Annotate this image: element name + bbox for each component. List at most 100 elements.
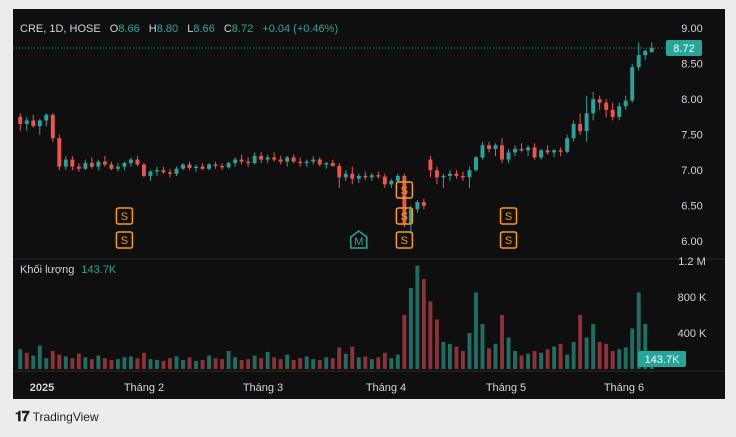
volume-bar [24, 352, 29, 369]
price-tick-label: 7.00 [681, 165, 702, 177]
volume-label[interactable]: Khối lượng [20, 264, 75, 276]
volume-bar [115, 359, 120, 369]
chart-canvas[interactable]: 9.00 8.50 8.00 7.50 7.00 6.50 6.00 1.2 M 800 K 40… [13, 9, 725, 399]
chart-panel[interactable]: 9.00 8.50 8.00 7.50 7.00 6.50 6.00 1.2 M 800 K 40… [13, 9, 725, 399]
open-value: 8.66 [118, 23, 140, 35]
candle-body [402, 175, 407, 224]
candle-body [434, 170, 439, 178]
candle-body [506, 152, 511, 160]
volume-bar [337, 347, 342, 369]
symbol-label[interactable]: CRE, 1D, HOSE [20, 23, 101, 35]
volume-bar [187, 357, 192, 369]
volume-bar [272, 357, 277, 369]
volume-bar [37, 345, 42, 369]
candle-body [395, 175, 400, 181]
volume-bar [604, 343, 609, 369]
volume-bar [643, 324, 648, 369]
volume-bar [402, 315, 407, 369]
candle-body [519, 148, 524, 151]
s-marker: S [401, 185, 408, 197]
candle-body [552, 150, 557, 153]
candle-body [304, 161, 309, 164]
s-marker-box [395, 207, 414, 225]
candle-body [454, 173, 459, 176]
volume-bar [467, 333, 472, 369]
candle-body [317, 159, 322, 165]
candle-body [447, 173, 452, 176]
candle-body [200, 166, 205, 169]
volume-bar [630, 328, 635, 369]
volume-bar [500, 315, 504, 369]
volume-bar [304, 356, 309, 369]
time-axis-label: Tháng 6 [604, 382, 644, 394]
candle-body [408, 209, 413, 224]
candle-body [363, 175, 368, 178]
candle-body [233, 159, 238, 164]
volume-bar [506, 337, 511, 369]
s-marker-box [115, 207, 134, 225]
candle-body [259, 155, 264, 160]
volume-bar [428, 301, 433, 369]
candle-body [155, 170, 159, 172]
candle-body [70, 159, 75, 167]
volume-bar [408, 288, 413, 369]
ohlc-legend: CRE, 1D, HOSE O8.66 H8.80 L8.66 C8.72 +0… [20, 23, 338, 35]
candle-body [181, 164, 185, 169]
candle-body [643, 50, 648, 56]
candle-body [376, 175, 381, 177]
candle-body [18, 116, 23, 125]
open-label: O [109, 23, 119, 35]
volume-bar [324, 357, 329, 369]
candle-body [565, 138, 570, 152]
volume-bar [363, 356, 368, 369]
high-label: H [148, 23, 157, 35]
m-marker: M [354, 236, 363, 248]
volume-bar [102, 358, 107, 369]
volume-bar [148, 359, 153, 369]
volume-bar [181, 360, 185, 369]
volume-bar [421, 279, 426, 369]
price-tick-label: 8.00 [681, 94, 702, 106]
candle-body [89, 163, 94, 167]
volume-bar [63, 356, 68, 369]
candle-body [591, 99, 596, 114]
high-value: 8.80 [156, 23, 179, 35]
time-axis-label: Tháng 3 [243, 382, 283, 394]
last-price-badge [666, 39, 702, 56]
volume-bar [578, 315, 583, 369]
candle-body [649, 47, 654, 53]
candle-body [636, 55, 641, 68]
volume-bar [539, 352, 544, 369]
s-marker-box [499, 207, 518, 225]
volume-tick-label: 1.2 M [678, 256, 706, 268]
candle-body [207, 164, 212, 169]
candle-body [617, 106, 622, 117]
volume-bar [83, 357, 88, 369]
volume-bar [330, 358, 335, 369]
candle-body [356, 175, 361, 179]
volume-bar [246, 359, 251, 369]
volume-bar [545, 349, 550, 369]
candle-body [500, 145, 504, 160]
volume-bar [571, 342, 576, 369]
candle-body [428, 159, 433, 171]
tradingview-logo[interactable]: 𝟏𝟕 TradingView [15, 408, 99, 425]
candle-body [272, 157, 277, 160]
volume-bar [474, 292, 478, 369]
price-tick-label: 9.00 [681, 23, 702, 35]
volume-tick-label: 800 K [678, 292, 707, 304]
volume-bar [109, 360, 114, 369]
candle-body [369, 175, 374, 178]
m-marker-box [350, 230, 368, 249]
candle-body [291, 157, 296, 162]
last-volume-label: 143.7K [645, 354, 681, 366]
time-axis-label: Tháng 4 [366, 382, 406, 394]
time-axis-label: 2025 [30, 382, 54, 394]
volume-bar [291, 360, 296, 369]
volume-bar [285, 354, 290, 369]
candle-body [610, 109, 615, 117]
s-marker-box [115, 231, 134, 249]
volume-bar [526, 353, 531, 369]
volume-bar [168, 358, 172, 369]
